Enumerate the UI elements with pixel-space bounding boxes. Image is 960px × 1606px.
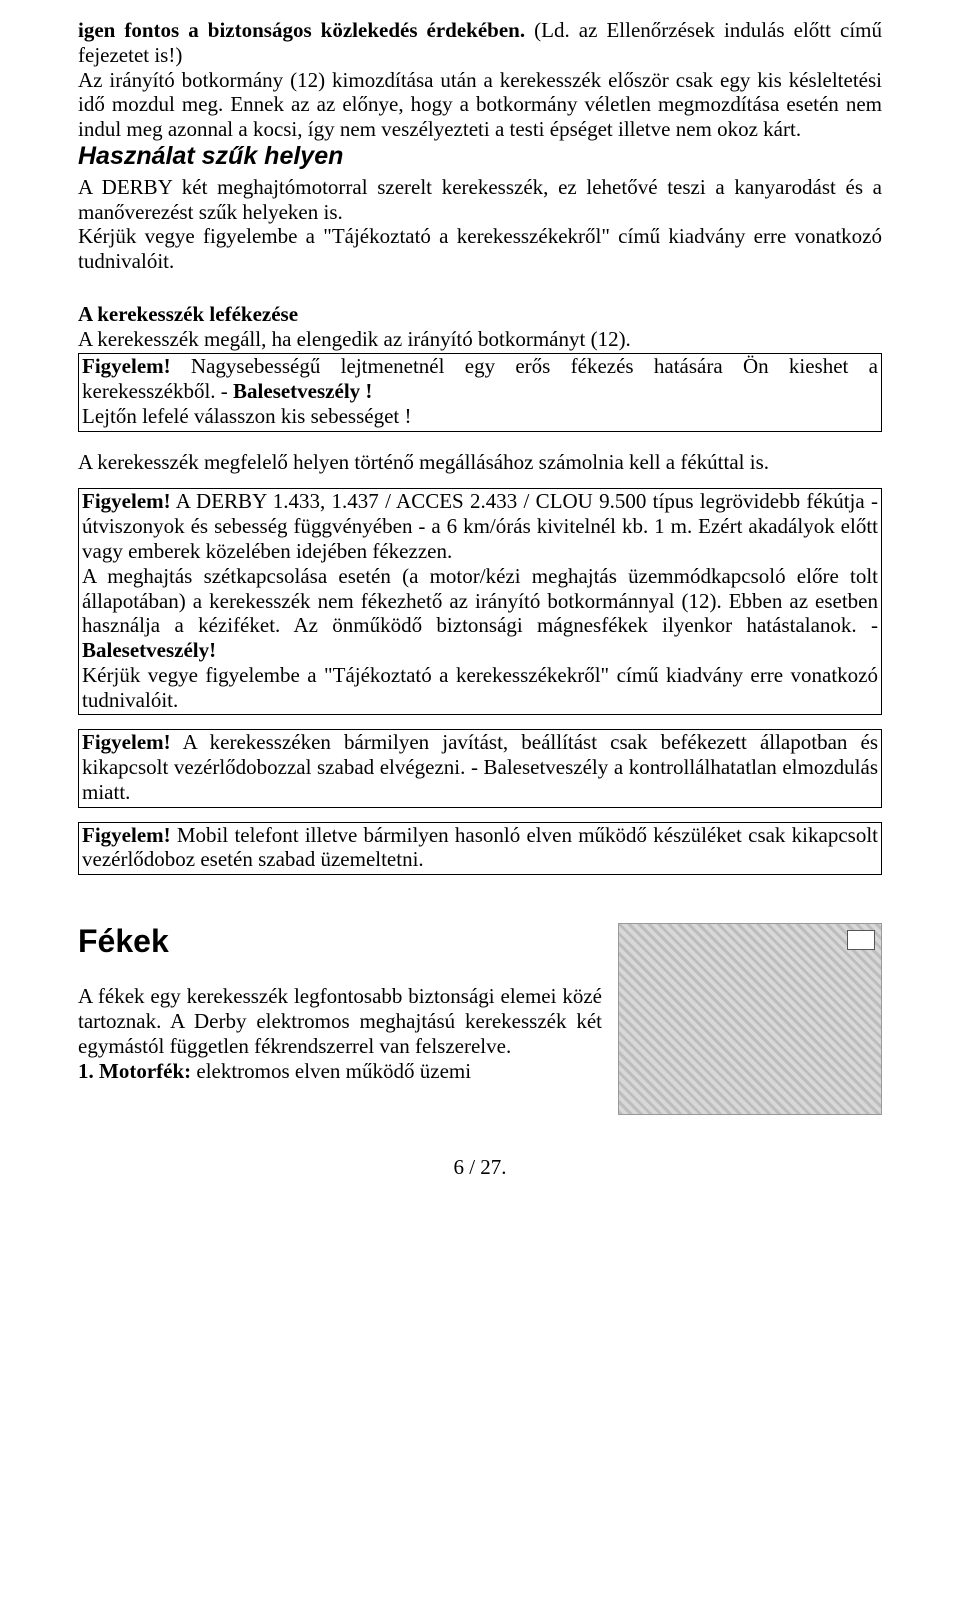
warning-4-body: Figyelem! Mobil telefont illetve bármily… [82,823,878,873]
fekek-text-column: Fékek A fékek egy kerekesszék legfontosa… [78,923,602,1083]
warning-2-label: Figyelem! [82,489,171,513]
wheelchair-image [618,923,882,1115]
warning-4-text: Mobil telefont illetve bármilyen hasonló… [82,823,878,872]
warning-1-danger: Balesetveszély ! [233,379,372,403]
after-warning-1: A kerekesszék megfelelő helyen történő m… [78,450,882,475]
usage-p1: A DERBY két meghajtómotorral szerelt ker… [78,175,882,225]
warning-box-1: Figyelem! Nagysebességű lejtmenetnél egy… [78,353,882,431]
warning-1-text: Nagysebességű lejtmenetnél egy erős féke… [82,354,878,403]
brake-heading: A kerekesszék lefékezése [78,302,298,326]
page-number: 6 / 27. [78,1155,882,1180]
warning-box-2: Figyelem! A DERBY 1.433, 1.437 / ACCES 2… [78,488,882,715]
warning-3-text: A kerekesszéken bármilyen javítást, beál… [82,730,878,804]
fekek-list-item: 1. Motorfék: elektromos elven működő üze… [78,1059,602,1084]
warning-2-text-2: A meghajtás szétkapcsolása esetén (a mot… [82,564,878,638]
brake-block: A kerekesszék lefékezése A kerekesszék m… [78,302,882,352]
heading-usage: Használat szűk helyen [78,142,882,171]
warning-1-line2: Lejtőn lefelé válasszon kis sebességet ! [82,404,878,429]
warning-1-line1: Figyelem! Nagysebességű lejtmenetnél egy… [82,354,878,404]
fekek-section: Fékek A fékek egy kerekesszék legfontosa… [78,923,882,1115]
warning-box-3: Figyelem! A kerekesszéken bármilyen javí… [78,729,882,807]
warning-3-label: Figyelem! [82,730,171,754]
warning-2-danger: Balesetveszély! [82,638,216,662]
fekek-paragraph: A fékek egy kerekesszék legfontosabb biz… [78,984,602,1058]
warning-4-label: Figyelem! [82,823,171,847]
fekek-li-bold: 1. Motorfék: [78,1059,191,1083]
intro-bold: igen fontos a biztonságos közlekedés érd… [78,18,525,42]
usage-p2: Kérjük vegye figyelembe a "Tájékoztató a… [78,224,882,274]
warning-3-body: Figyelem! A kerekesszéken bármilyen javí… [82,730,878,804]
warning-1-label: Figyelem! [82,354,171,378]
intro-paragraph: igen fontos a biztonságos közlekedés érd… [78,18,882,142]
warning-2-body: Figyelem! A DERBY 1.433, 1.437 / ACCES 2… [82,489,878,662]
fekek-li-text: elektromos elven működő üzemi [191,1059,471,1083]
warning-2-text-1: A DERBY 1.433, 1.437 / ACCES 2.433 / CLO… [82,489,878,563]
warning-box-4: Figyelem! Mobil telefont illetve bármily… [78,822,882,876]
page: igen fontos a biztonságos közlekedés érd… [0,0,960,1220]
intro-body: Az irányító botkormány (12) kimozdítása … [78,68,882,142]
heading-fekek: Fékek [78,923,602,960]
warning-2-tail: Kérjük vegye figyelembe a "Tájékoztató a… [82,663,878,713]
brake-text: A kerekesszék megáll, ha elengedik az ir… [78,327,631,351]
